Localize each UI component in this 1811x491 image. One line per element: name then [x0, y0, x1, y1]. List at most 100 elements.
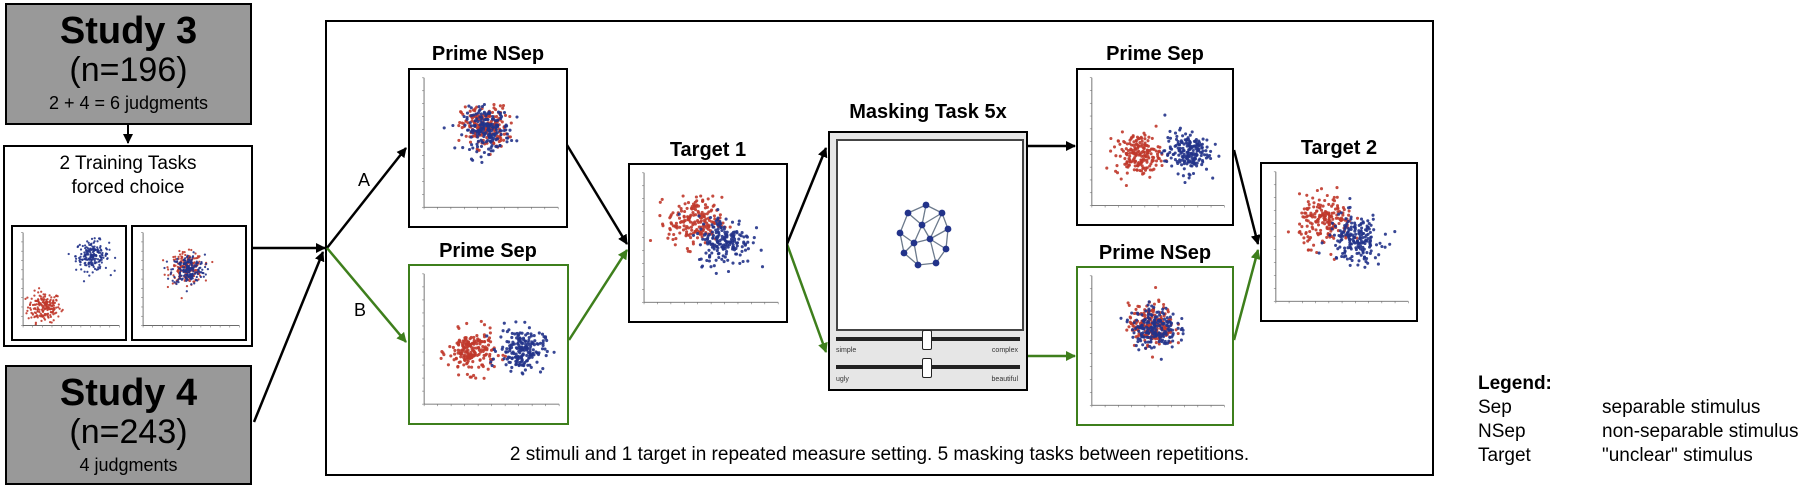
red-point — [1325, 235, 1329, 239]
blue-point — [1161, 335, 1166, 339]
caption: 2 stimuli and 1 target in repeated measu… — [509, 444, 1250, 465]
blue-point — [176, 257, 179, 261]
blue-point — [1168, 136, 1173, 140]
red-point — [705, 221, 709, 225]
blue-point — [1168, 145, 1172, 149]
blue-point — [515, 115, 519, 119]
blue-point — [1141, 327, 1145, 331]
blue-point — [1170, 147, 1174, 151]
red-point — [1311, 196, 1315, 200]
red-point — [1154, 163, 1158, 167]
blue-point — [489, 135, 493, 139]
blue-point — [178, 275, 181, 278]
legend-title: Legend: — [1478, 373, 1552, 394]
blue-point — [759, 248, 763, 252]
red-point — [648, 238, 653, 243]
blue-point — [720, 228, 724, 233]
red-point — [439, 356, 443, 360]
blue-point — [1134, 326, 1138, 330]
blue-point — [79, 260, 82, 264]
blue-point — [1150, 346, 1154, 350]
red-point — [712, 221, 716, 225]
red-point — [465, 372, 469, 376]
training-plot-sep — [11, 225, 127, 341]
blue-point — [491, 126, 495, 130]
red-point — [55, 306, 58, 309]
red-point — [31, 303, 35, 307]
red-point — [1136, 150, 1140, 154]
blue-point — [1361, 251, 1365, 255]
blue-point — [1176, 140, 1180, 144]
blue-point — [460, 133, 464, 137]
blue-point — [729, 233, 733, 237]
blue-point — [193, 282, 196, 285]
red-point — [49, 298, 52, 302]
red-point — [466, 359, 470, 363]
blue-point — [544, 354, 548, 358]
blue-point — [1185, 144, 1189, 148]
blue-point — [489, 360, 493, 364]
red-point — [464, 336, 468, 340]
red-point — [1118, 154, 1122, 158]
blue-point — [1184, 156, 1188, 160]
blue-point — [1359, 217, 1364, 221]
blue-point — [1136, 340, 1140, 344]
blue-point — [708, 240, 712, 244]
blue-point — [196, 271, 199, 274]
blue-point — [533, 339, 537, 343]
red-point — [668, 216, 672, 220]
blue-point — [95, 268, 98, 271]
blue-point — [184, 275, 188, 279]
slider-simple-complex-thumb[interactable] — [922, 330, 932, 350]
red-point — [1136, 304, 1140, 308]
blue-point — [87, 253, 90, 256]
blue-point — [185, 290, 188, 293]
red-point — [471, 353, 475, 357]
blue-point — [1217, 154, 1221, 158]
red-point — [1132, 140, 1136, 144]
blue-point — [482, 150, 486, 155]
red-point — [456, 348, 460, 352]
legend-key-0: Sep — [1478, 397, 1512, 418]
blue-point — [1342, 255, 1346, 259]
red-point — [26, 306, 30, 309]
red-point — [1127, 303, 1131, 307]
training-plot-nsep-svg — [141, 232, 240, 328]
blue-point — [1332, 233, 1336, 237]
blue-point — [479, 119, 483, 123]
red-point — [1130, 136, 1134, 140]
blue-point — [699, 227, 703, 231]
red-point — [1148, 175, 1152, 179]
blue-point — [1365, 251, 1369, 255]
blue-point — [719, 225, 723, 230]
blue-point — [170, 271, 173, 274]
red-point — [1327, 211, 1331, 215]
blue-point — [105, 252, 109, 256]
red-point — [509, 121, 513, 125]
blue-point — [505, 136, 509, 140]
blue-point — [504, 363, 508, 367]
blue-point — [1348, 256, 1352, 261]
prime-sep-top-svg — [1089, 77, 1225, 208]
blue-point — [1141, 343, 1145, 347]
red-point — [1125, 142, 1129, 146]
blue-point — [1137, 329, 1141, 333]
blue-point — [1151, 331, 1155, 336]
blue-point — [1157, 331, 1161, 335]
blue-point — [491, 149, 495, 153]
network-graph — [896, 201, 952, 269]
blue-point — [1180, 316, 1184, 321]
slider-ugly-beautiful-thumb[interactable] — [922, 358, 932, 378]
red-point — [36, 308, 39, 312]
blue-point — [537, 331, 541, 335]
red-point — [666, 236, 670, 240]
blue-point — [492, 136, 496, 140]
red-point — [440, 350, 444, 354]
red-point — [468, 140, 473, 144]
red-point — [477, 352, 481, 356]
blue-point — [1185, 162, 1189, 166]
blue-point — [532, 334, 536, 338]
blue-point — [707, 259, 711, 263]
blue-point — [1180, 163, 1184, 167]
red-point — [473, 109, 477, 113]
